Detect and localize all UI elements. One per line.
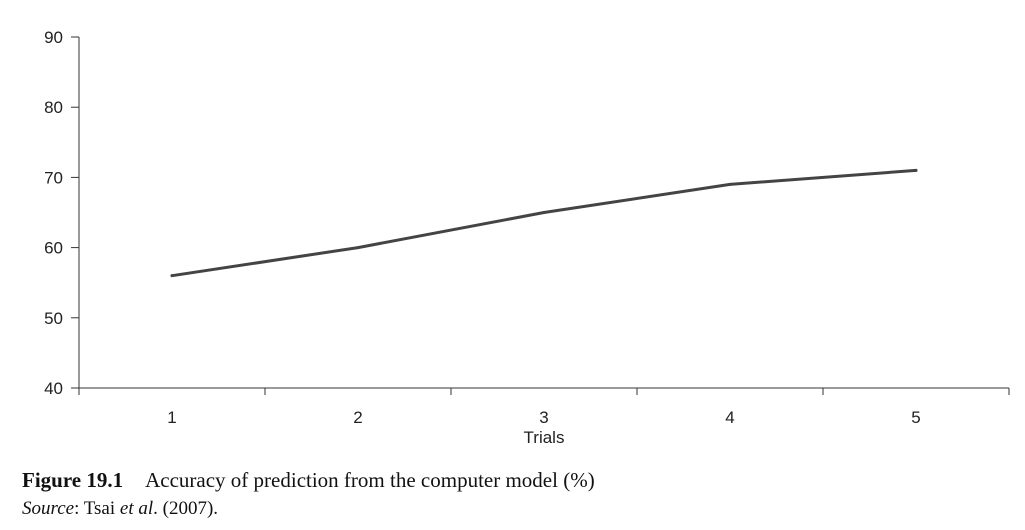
data-point: [914, 168, 918, 172]
source-note: Source: Tsai et al. (2007).: [22, 498, 218, 520]
source-etal: et al: [119, 498, 154, 519]
x-tick-label: 4: [725, 408, 734, 427]
x-tick-label: 2: [353, 408, 362, 427]
figure-caption: Figure 19.1 Accuracy of prediction from t…: [22, 468, 595, 493]
source-rest: . (2007).: [153, 498, 219, 519]
y-tick-label: 60: [44, 239, 63, 258]
y-tick-label: 80: [44, 98, 63, 117]
x-tick-label: 5: [911, 408, 920, 427]
data-point: [728, 182, 732, 186]
data-point: [170, 274, 174, 278]
x-tick-label: 1: [167, 408, 176, 427]
x-tick-label: 3: [539, 408, 548, 427]
data-point: [542, 211, 546, 214]
series-group: [170, 168, 918, 278]
line-chart: 40 50 60 70 80 90 1 2 3 4 5 Trials: [44, 28, 1010, 447]
source-sep: : Tsai: [74, 498, 120, 519]
y-tick-label: 40: [44, 379, 63, 398]
y-tick-label: 50: [44, 309, 63, 328]
y-axis: 40 50 60 70 80 90: [44, 28, 80, 398]
x-axis-title: Trials: [524, 428, 565, 447]
series-line: [170, 168, 918, 278]
data-point: [356, 246, 360, 250]
x-axis: 1 2 3 4 5: [78, 387, 1010, 427]
figure-label: Figure 19.1: [22, 468, 124, 492]
y-tick-label: 90: [44, 28, 63, 47]
y-tick-label: 70: [44, 168, 63, 187]
source-label: Source: [22, 498, 75, 519]
figure-caption-text: Accuracy of prediction from the computer…: [145, 468, 595, 492]
